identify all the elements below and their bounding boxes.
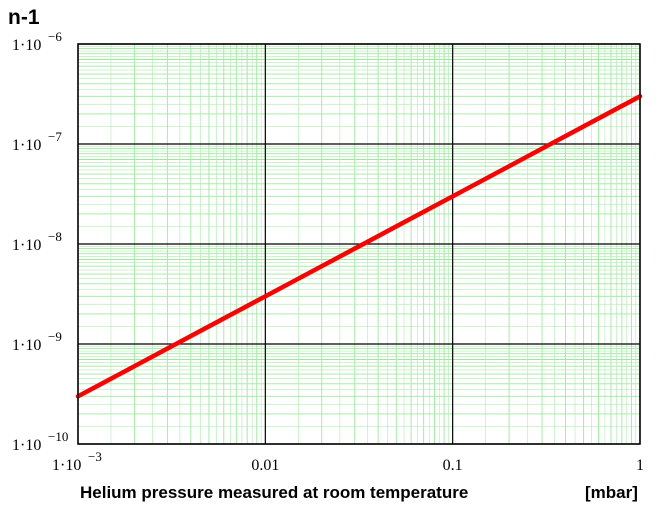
x-tick-label: 0.1 [443, 457, 463, 474]
y-tick-label-base: 1·10 [12, 237, 41, 254]
x-tick-label: 1·10 −3 [52, 449, 102, 474]
tick-labels: 1·10 −10 1·10 −9 1·10 −8 1·10 −7 1·10 −6 1·10 −3 0.0… [12, 29, 644, 474]
y-tick-label-base: 1·10 [12, 437, 41, 454]
y-tick-label-exponent: −8 [48, 229, 62, 244]
x-tick-label: 1 [636, 457, 644, 474]
y-tick-label-exponent: −7 [48, 129, 62, 144]
y-tick-label-exponent: −9 [48, 329, 62, 344]
y-tick-label: 1·10 −10 [12, 429, 68, 454]
series-layer [75, 94, 643, 399]
x-tick-label-base: 1·10 [52, 457, 81, 474]
y-tick-label: 1·10 −8 [12, 229, 62, 254]
y-tick-label-base: 1·10 [12, 137, 41, 154]
y-tick-label: 1·10 −7 [12, 129, 62, 154]
y-axis-label: n-1 [8, 6, 40, 29]
x-axis-unit: [mbar] [585, 483, 638, 502]
plot-frame [77, 43, 641, 445]
y-tick-label-exponent: −10 [48, 429, 68, 444]
series-line-0 [75, 94, 643, 399]
y-tick-label: 1·10 −6 [12, 29, 62, 54]
y-tick-label-base: 1·10 [12, 37, 41, 54]
y-tick-label-exponent: −6 [48, 29, 62, 44]
x-axis-label: Helium pressure measured at room tempera… [80, 483, 468, 502]
y-tick-label-base: 1·10 [12, 337, 41, 354]
x-tick-label-exponent: −3 [88, 449, 102, 464]
x-tick-label: 0.01 [251, 457, 279, 474]
y-tick-label: 1·10 −9 [12, 329, 62, 354]
